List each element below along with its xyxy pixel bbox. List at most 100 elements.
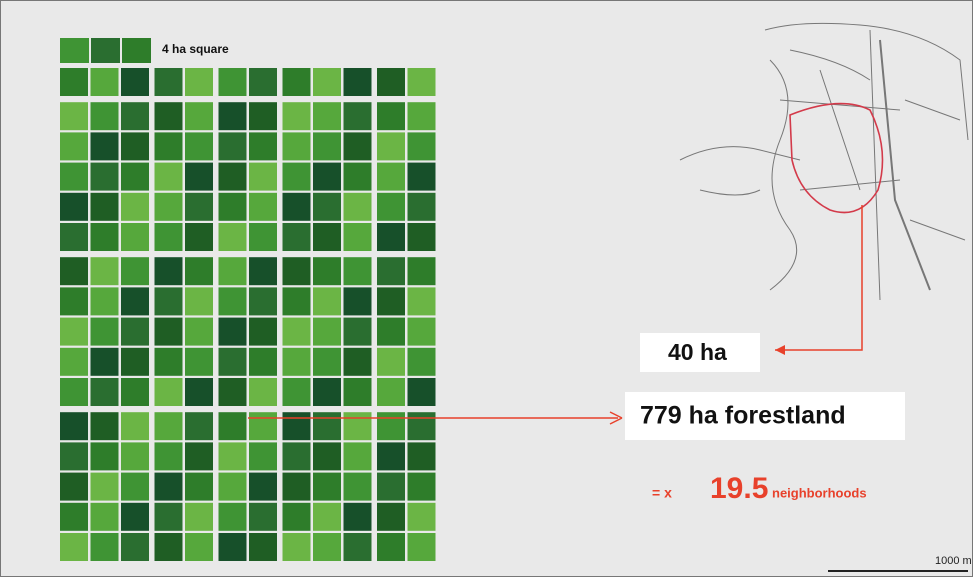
- tile: [60, 102, 88, 131]
- tile: [407, 102, 436, 131]
- tile: [407, 287, 436, 316]
- map-boundary: [789, 102, 884, 214]
- tile: [185, 533, 213, 561]
- tile: [60, 38, 89, 63]
- tile: [90, 378, 119, 406]
- tile: [121, 347, 149, 376]
- tile: [343, 378, 372, 406]
- tile: [282, 287, 311, 316]
- tile: [90, 472, 119, 501]
- tile: [90, 132, 119, 161]
- tile: [90, 412, 119, 441]
- tile: [121, 162, 149, 191]
- ratio-suffix: neighborhoods: [772, 485, 867, 500]
- tile: [282, 442, 311, 471]
- tile: [343, 442, 372, 471]
- tile: [282, 317, 311, 346]
- tile: [313, 102, 341, 131]
- tile: [121, 132, 149, 161]
- tile: [90, 223, 119, 251]
- tile: [377, 223, 405, 251]
- tile: [343, 102, 372, 131]
- tile: [121, 102, 149, 131]
- tile: [377, 317, 405, 346]
- tile: [407, 317, 436, 346]
- tile: [249, 132, 277, 161]
- tile: [90, 68, 119, 96]
- tile: [90, 533, 119, 561]
- tile: [185, 502, 213, 531]
- tile: [218, 472, 247, 501]
- tile: [249, 192, 277, 221]
- tile: [154, 317, 183, 346]
- tile: [121, 257, 149, 286]
- tile: [282, 472, 311, 501]
- callout-box: [625, 392, 905, 440]
- tile: [60, 412, 88, 441]
- arrowhead: [609, 411, 623, 425]
- tile: [313, 162, 341, 191]
- tile: [249, 502, 277, 531]
- tile: [343, 347, 372, 376]
- tile: [282, 347, 311, 376]
- tile: [185, 442, 213, 471]
- tile: [90, 347, 119, 376]
- tile: [407, 472, 436, 501]
- tile: [154, 287, 183, 316]
- tile: [407, 257, 436, 286]
- tile: [407, 223, 436, 251]
- tile: [154, 533, 183, 561]
- tile: [121, 502, 149, 531]
- tile: [282, 132, 311, 161]
- tile: [343, 68, 372, 96]
- tile: [343, 412, 372, 441]
- tile: [282, 68, 311, 96]
- tile: [407, 533, 436, 561]
- tile: [249, 257, 277, 286]
- map-road: [769, 59, 798, 291]
- tile: [249, 412, 277, 441]
- tile: [249, 442, 277, 471]
- tile: [218, 257, 247, 286]
- tile: [313, 257, 341, 286]
- tile: [343, 192, 372, 221]
- tile: [343, 502, 372, 531]
- tile: [154, 223, 183, 251]
- tile: [407, 502, 436, 531]
- legend-label: 4 ha square: [162, 42, 229, 56]
- tile-grid: [60, 38, 436, 561]
- tile: [90, 192, 119, 221]
- tile: [282, 378, 311, 406]
- tile: [90, 317, 119, 346]
- tile: [60, 317, 88, 346]
- tile: [377, 412, 405, 441]
- tile: [249, 347, 277, 376]
- tile: [407, 162, 436, 191]
- tile: [377, 102, 405, 131]
- tile: [185, 287, 213, 316]
- tile: [90, 257, 119, 286]
- tile: [121, 472, 149, 501]
- tile: [154, 502, 183, 531]
- tile: [218, 347, 247, 376]
- tile: [313, 68, 341, 96]
- tile: [313, 347, 341, 376]
- tile: [121, 223, 149, 251]
- tile: [377, 442, 405, 471]
- tile: [377, 347, 405, 376]
- tile: [154, 442, 183, 471]
- tile: [60, 502, 88, 531]
- tile: [249, 287, 277, 316]
- tile: [249, 533, 277, 561]
- tile: [407, 412, 436, 441]
- map-road: [699, 49, 966, 241]
- tile: [313, 317, 341, 346]
- tile: [60, 257, 88, 286]
- area-label: 40 ha: [668, 339, 727, 365]
- tile: [313, 223, 341, 251]
- map-road: [679, 146, 801, 161]
- tile: [218, 412, 247, 441]
- tile: [377, 378, 405, 406]
- tile: [154, 412, 183, 441]
- tile: [218, 533, 247, 561]
